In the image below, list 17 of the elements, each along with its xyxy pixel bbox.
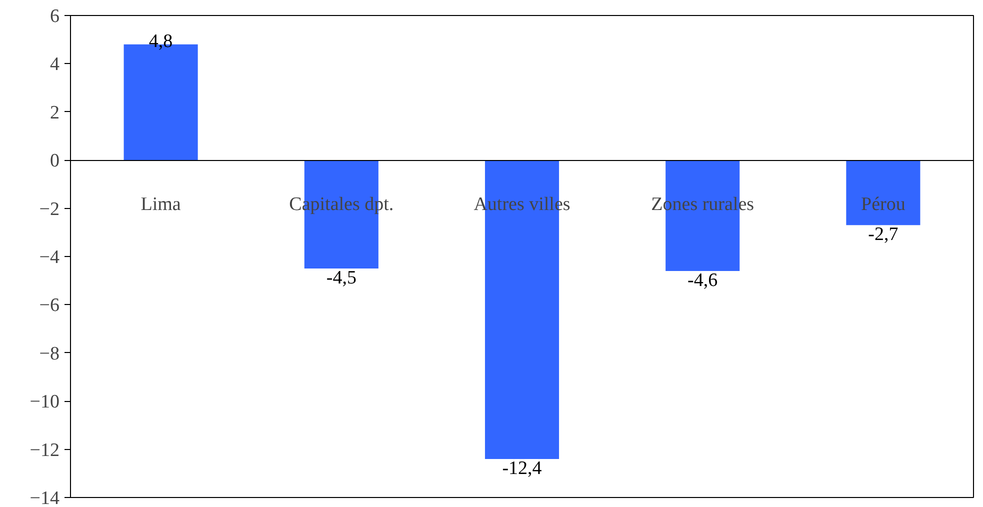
x-tick-label: Lima bbox=[140, 194, 182, 216]
y-tick-label: 6 bbox=[50, 6, 60, 27]
y-tick-label: −10 bbox=[30, 392, 60, 413]
y-tick-label: −14 bbox=[30, 488, 60, 507]
x-tick-label: Pérou bbox=[861, 194, 906, 216]
y-tick-label: −8 bbox=[39, 343, 60, 364]
data-label: -4,6 bbox=[688, 270, 718, 291]
data-label: -2,7 bbox=[868, 224, 898, 246]
y-tick-label: −2 bbox=[39, 198, 60, 220]
y-tick-label: −12 bbox=[30, 440, 60, 461]
y-tick-label: 0 bbox=[50, 150, 60, 172]
y-tick-label: −6 bbox=[39, 295, 60, 316]
y-tick-label: −4 bbox=[39, 247, 60, 268]
data-label: -12,4 bbox=[502, 458, 542, 479]
data-label: -4,5 bbox=[326, 268, 356, 289]
y-tick-label: 4 bbox=[50, 54, 60, 76]
y-tick-label: 2 bbox=[50, 102, 60, 124]
